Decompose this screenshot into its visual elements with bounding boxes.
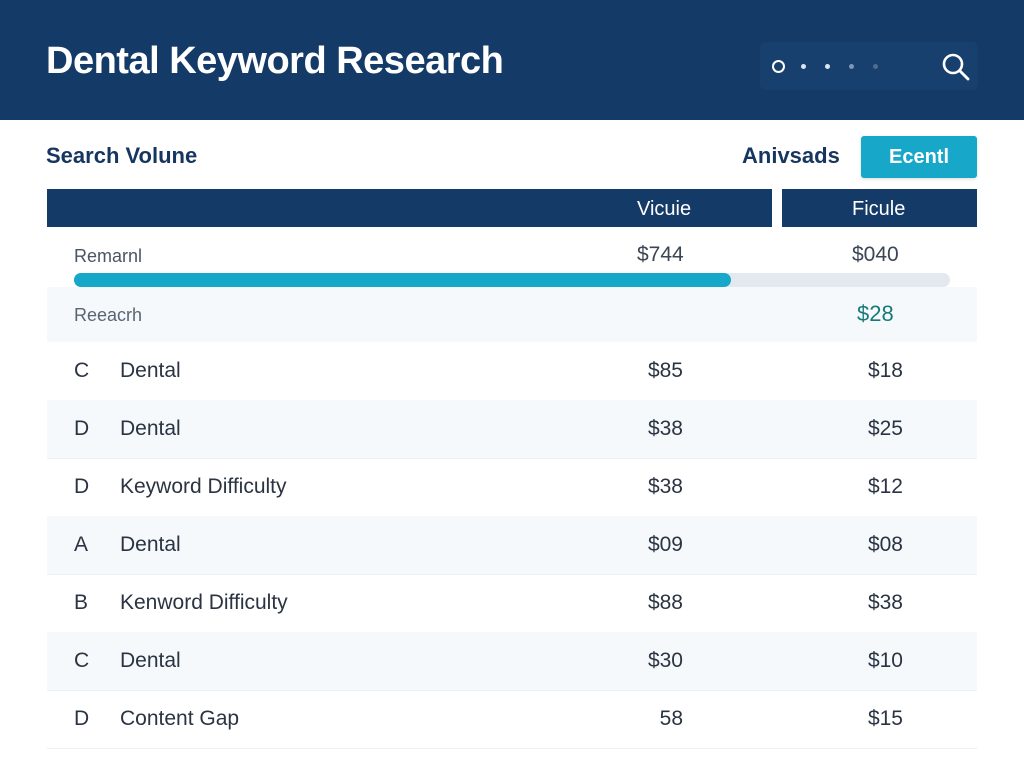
row-letter: D bbox=[74, 417, 90, 440]
search-dot-icon bbox=[801, 63, 806, 69]
summary-label: Remarnl bbox=[74, 246, 143, 266]
search-dot-icon bbox=[849, 63, 854, 69]
search-dot-icon bbox=[873, 63, 878, 69]
research-value: $28 bbox=[857, 301, 894, 326]
row-letter: C bbox=[74, 649, 90, 672]
row-value-1: $30 bbox=[647, 649, 683, 672]
row-value-2: $18 bbox=[867, 359, 903, 382]
row-value-2: $15 bbox=[867, 707, 903, 730]
row-value-1: $09 bbox=[647, 533, 683, 556]
row-keyword: Dental bbox=[120, 359, 181, 382]
search-box[interactable] bbox=[760, 42, 978, 90]
row-value-2: $12 bbox=[867, 475, 903, 498]
research-row: Reeacrh $28 bbox=[47, 287, 977, 342]
table-row[interactable]: D Dental $38 $25 bbox=[47, 400, 977, 459]
summary-row: Remarnl $744 $040 bbox=[47, 227, 977, 288]
row-value-2: $10 bbox=[867, 649, 903, 672]
row-keyword: Keyword Difficulty bbox=[120, 475, 287, 498]
page-title: Dental Keyword Research bbox=[46, 40, 504, 82]
table-row[interactable]: B Kenword Difficulty $88 $38 bbox=[47, 574, 977, 633]
row-keyword: Dental bbox=[120, 649, 181, 672]
row-value-1: 58 bbox=[659, 707, 683, 730]
row-letter: D bbox=[74, 707, 90, 730]
search-dot-icon bbox=[825, 63, 830, 69]
row-value-1: $38 bbox=[647, 475, 683, 498]
export-button[interactable]: Ecentl bbox=[861, 136, 977, 178]
row-letter: D bbox=[74, 475, 90, 498]
row-value-1: $85 bbox=[647, 359, 683, 382]
progress-bar bbox=[74, 273, 950, 287]
row-letter: A bbox=[74, 533, 89, 556]
row-value-1: $88 bbox=[647, 591, 683, 614]
row-value-2: $38 bbox=[867, 591, 903, 614]
row-keyword: Dental bbox=[120, 417, 181, 440]
search-icon[interactable] bbox=[940, 51, 972, 83]
table-row[interactable]: D Keyword Difficulty $38 $12 bbox=[47, 458, 977, 517]
summary-value-2: $040 bbox=[852, 243, 899, 266]
table-row[interactable]: D Content Gap 58 $15 bbox=[47, 690, 977, 749]
top-header: Dental Keyword Research bbox=[0, 0, 1024, 120]
row-keyword: Dental bbox=[120, 533, 181, 556]
row-value-1: $38 bbox=[647, 417, 683, 440]
analysis-link[interactable]: Anivsads bbox=[742, 143, 840, 168]
row-value-2: $08 bbox=[867, 533, 903, 556]
row-value-2: $25 bbox=[867, 417, 903, 440]
research-label: Reeacrh bbox=[74, 305, 143, 325]
table-row[interactable]: C Dental $30 $10 bbox=[47, 632, 977, 691]
summary-value-1: $744 bbox=[637, 243, 684, 266]
search-input[interactable] bbox=[772, 56, 897, 76]
row-keyword: Content Gap bbox=[120, 707, 240, 730]
search-cursor-icon bbox=[772, 59, 785, 73]
section-title: Search Volune bbox=[46, 143, 198, 168]
progress-fill bbox=[74, 273, 731, 287]
row-keyword: Kenword Difficulty bbox=[120, 591, 288, 614]
table-row[interactable]: C Dental $85 $18 bbox=[47, 342, 977, 401]
row-letter: B bbox=[74, 591, 89, 614]
column-header[interactable]: Ficule bbox=[852, 198, 906, 220]
table-header-main: Vicuie bbox=[47, 189, 772, 227]
column-header[interactable]: Vicuie bbox=[637, 198, 692, 220]
table-row[interactable]: A Dental $09 $08 bbox=[47, 516, 977, 575]
row-letter: C bbox=[74, 359, 90, 382]
table-header-side: Ficule bbox=[782, 189, 977, 227]
